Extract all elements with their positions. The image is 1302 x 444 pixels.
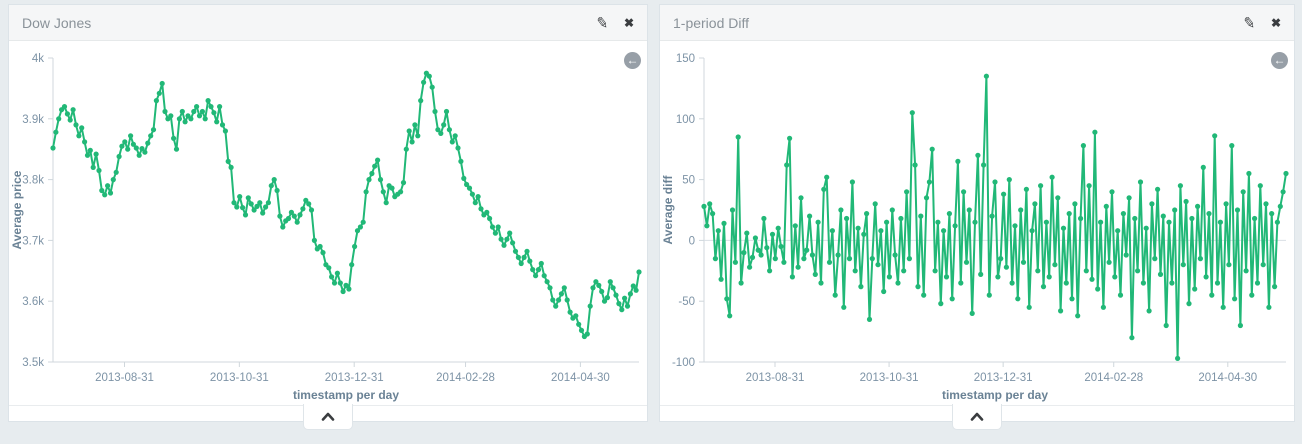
x-tick-label: 2013-12-31 <box>974 372 1033 384</box>
close-icon[interactable]: ✖ <box>1270 15 1281 30</box>
panel-title: 1-period Diff <box>673 14 750 31</box>
panel-header: Dow Jones ✎ ✖ <box>9 5 647 41</box>
y-tick-label: 3.6k <box>22 296 44 308</box>
chevron-up-icon <box>321 412 335 421</box>
y-tick-label: -100 <box>672 357 695 369</box>
one-period-diff-line-chart[interactable]: -100 -50 0 50 100 150 2013-08-31 2013-10-31 2013… <box>660 41 1294 405</box>
x-tick-label: 2013-08-31 <box>746 372 805 384</box>
chart-svg[interactable]: -100 -50 0 50 100 150 2013-08-31 2013-10-31 2013… <box>660 41 1294 405</box>
y-tick-label: 3.7k <box>22 235 44 247</box>
y-tick-label: 3.8k <box>22 175 44 187</box>
dashboard-panel-dow-jones: Dow Jones ✎ ✖ 3.5k 3.6k 3.7k 3.8k 3.9k 4k 2013… <box>8 4 648 430</box>
collapse-panel-button[interactable] <box>303 404 353 430</box>
data-points <box>701 73 1289 361</box>
y-tick-label: 100 <box>676 114 695 126</box>
dow-jones-line-chart[interactable]: 3.5k 3.6k 3.7k 3.8k 3.9k 4k 2013-08-31 2013-10-… <box>9 41 647 405</box>
visualization-area: 3.5k 3.6k 3.7k 3.8k 3.9k 4k 2013-08-31 2013-10-… <box>9 41 647 405</box>
x-axis-title: timestamp per day <box>942 388 1048 402</box>
y-tick-label: -50 <box>678 296 695 308</box>
edit-pencil-icon[interactable]: ✎ <box>1242 13 1257 33</box>
chevron-up-icon <box>970 412 984 421</box>
back-circle-icon[interactable]: ← <box>624 52 641 69</box>
y-tick-label: 3.9k <box>22 114 44 126</box>
y-tick-label: 50 <box>682 175 695 187</box>
data-line <box>52 72 640 338</box>
data-line <box>703 75 1287 360</box>
x-tick-label: 2013-10-31 <box>860 372 919 384</box>
x-tick-label: 2014-02-28 <box>436 372 495 384</box>
y-tick-label: 150 <box>676 53 695 65</box>
x-tick-label: 2013-10-31 <box>210 372 269 384</box>
x-tick-label: 2013-12-31 <box>325 372 384 384</box>
x-tick-label: 2014-02-28 <box>1084 372 1143 384</box>
y-axis-title: Average price <box>10 170 24 249</box>
edit-pencil-icon[interactable]: ✎ <box>595 13 610 33</box>
panel-header: 1-period Diff ✎ ✖ <box>660 5 1294 41</box>
dashboard-panel-1-period-diff: 1-period Diff ✎ ✖ -100 -50 0 50 100 150 2013-0… <box>659 4 1295 430</box>
close-icon[interactable]: ✖ <box>623 15 634 30</box>
y-axis-title: Average diff <box>661 175 675 245</box>
x-axis-title: timestamp per day <box>293 388 399 402</box>
x-tick-label: 2014-04-30 <box>551 372 610 384</box>
y-tick-label: 0 <box>689 235 695 247</box>
y-tick-label: 4k <box>32 53 44 65</box>
data-points <box>50 70 642 340</box>
visualization-area: -100 -50 0 50 100 150 2013-08-31 2013-10-31 2013… <box>660 41 1294 405</box>
collapse-panel-button[interactable] <box>952 404 1002 430</box>
back-circle-icon[interactable]: ← <box>1271 52 1288 69</box>
x-tick-label: 2013-08-31 <box>95 372 154 384</box>
x-tick-label: 2014-04-30 <box>1198 372 1257 384</box>
panel-title: Dow Jones <box>22 14 92 31</box>
chart-svg[interactable]: 3.5k 3.6k 3.7k 3.8k 3.9k 4k 2013-08-31 2013-10-… <box>9 41 647 405</box>
y-tick-label: 3.5k <box>22 357 44 369</box>
